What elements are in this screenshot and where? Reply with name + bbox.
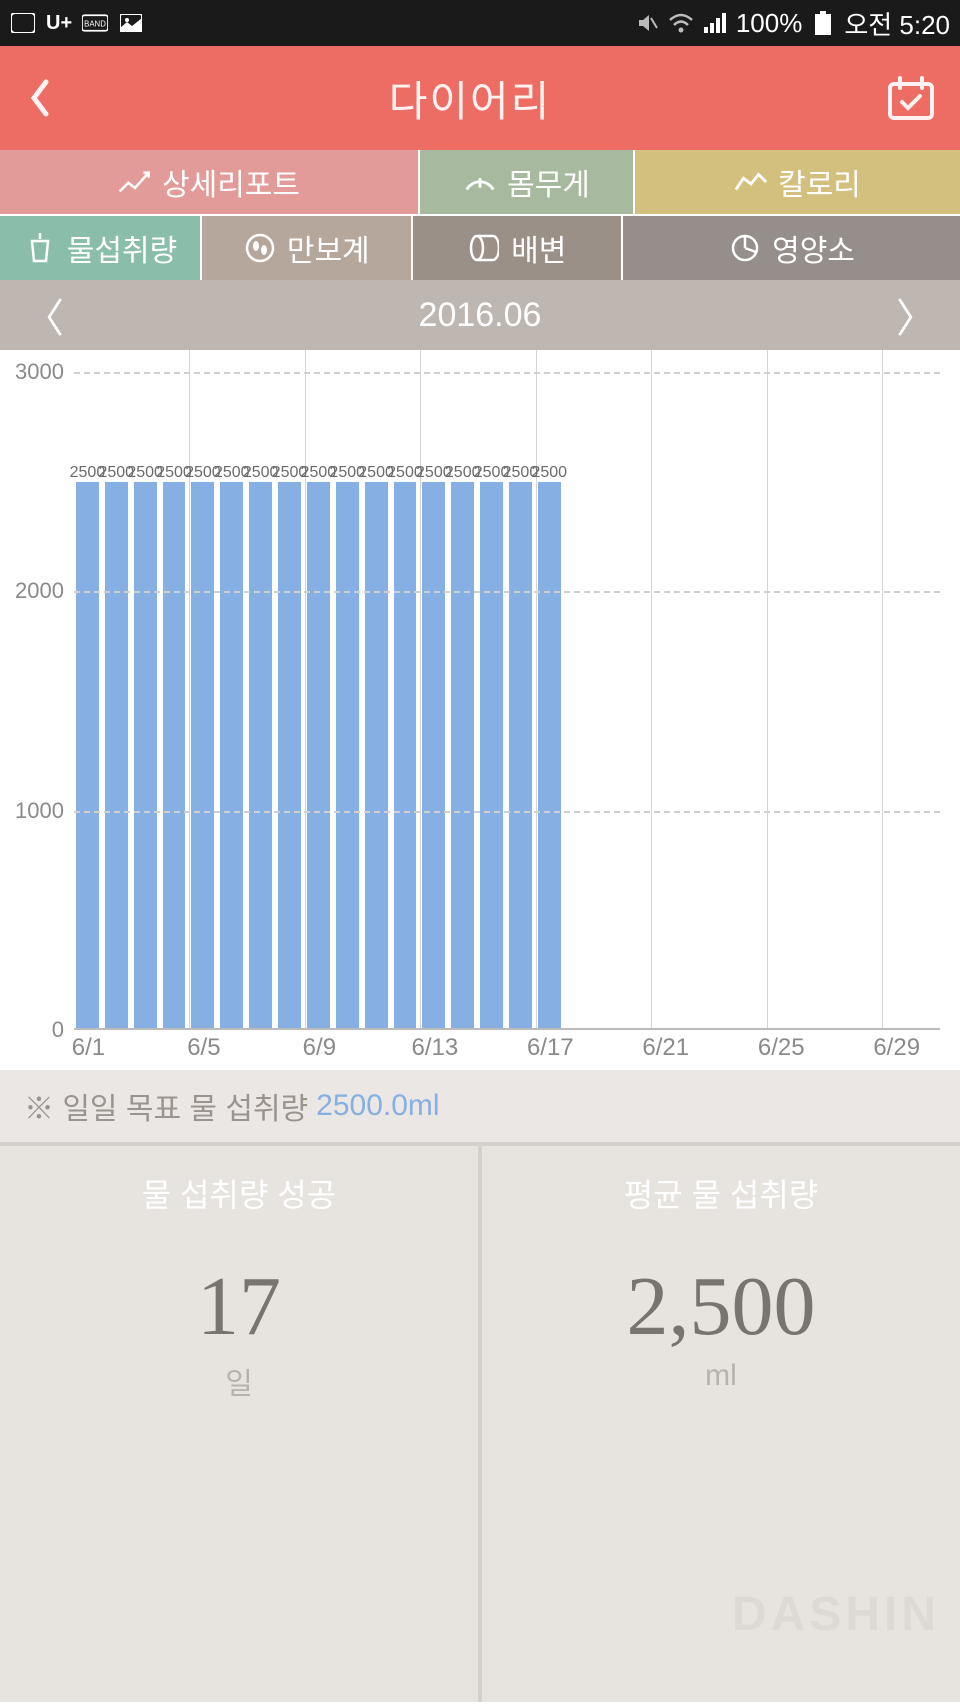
water-chart: 0 1000 2000 3000 25002500250025002500250025… (0, 350, 960, 1070)
tab-pedometer[interactable]: 만보계 (202, 216, 411, 280)
tab-label: 상세리포트 (162, 160, 300, 204)
goal-value: 2500.0ml (316, 1089, 439, 1123)
footsteps-icon (243, 231, 277, 265)
card-value: 2,500 (627, 1258, 816, 1355)
scale-icon (463, 165, 497, 199)
tab-label: 영양소 (772, 226, 855, 270)
y-tick: 2000 (15, 578, 64, 604)
y-tick: 3000 (15, 359, 64, 385)
picture-icon (118, 13, 144, 33)
summary-panel: 물 섭취량 성공 17 일 평균 물 섭취량 2,500 ml DASHIN (0, 1142, 960, 1702)
carrier-icon (10, 13, 36, 33)
tabs-row-1: 상세리포트 몸무게 칼로리 (0, 150, 960, 214)
tab-label: 만보계 (287, 226, 370, 270)
grid-line (74, 591, 940, 593)
card-unit: ml (705, 1359, 737, 1393)
prev-month-button[interactable]: 〈 (24, 286, 64, 344)
chart-plot: 2500250025002500250025002500250025002500… (74, 350, 940, 1030)
tab-calorie[interactable]: 칼로리 (635, 150, 960, 214)
tab-nutrient[interactable]: 영양소 (623, 216, 960, 280)
svg-text:BAND: BAND (84, 19, 106, 28)
v-grid (189, 350, 190, 1030)
x-axis (74, 1028, 940, 1030)
app-header: 다이어리 (0, 46, 960, 150)
x-tick: 6/1 (72, 1034, 105, 1062)
status-bar: U+ BAND 100% 오전 5:20 (0, 0, 960, 46)
month-navigator: 〈 2016.06 〉 (0, 280, 960, 350)
battery-text: 100% (736, 8, 803, 39)
average-card: 평균 물 섭취량 2,500 ml DASHIN (482, 1146, 960, 1702)
status-left: U+ BAND (10, 12, 144, 35)
band-icon: BAND (82, 13, 108, 33)
goal-label: ※ 일일 목표 물 섭취량 (24, 1084, 308, 1128)
y-tick: 1000 (15, 798, 64, 824)
x-tick: 6/17 (527, 1034, 574, 1062)
tab-weight[interactable]: 몸무게 (420, 150, 633, 214)
chart-icon (734, 165, 768, 199)
y-tick: 0 (52, 1017, 64, 1043)
watermark: DASHIN (732, 1587, 940, 1642)
x-tick: 6/21 (642, 1034, 689, 1062)
status-right: 100% 오전 5:20 (634, 5, 950, 42)
signal-icon (702, 13, 728, 33)
x-tick: 6/29 (873, 1034, 920, 1062)
page-title: 다이어리 (389, 68, 552, 129)
v-grid (651, 350, 652, 1030)
v-grid (536, 350, 537, 1030)
tab-label: 배변 (511, 226, 566, 270)
mute-icon (634, 13, 660, 33)
x-tick: 6/9 (303, 1034, 336, 1062)
next-month-button[interactable]: 〉 (896, 286, 936, 344)
toilet-paper-icon (467, 231, 501, 265)
battery-icon (810, 13, 836, 33)
card-title: 물 섭취량 성공 (142, 1170, 336, 1216)
tab-water[interactable]: 물섭취량 (0, 216, 200, 280)
calendar-button[interactable] (886, 73, 936, 123)
tab-bowel[interactable]: 배변 (413, 216, 622, 280)
tab-label: 물섭취량 (67, 226, 177, 270)
bar-value-label: 2500 (531, 464, 567, 482)
tab-label: 몸무게 (507, 160, 590, 204)
report-icon (118, 165, 152, 199)
card-unit: 일 (225, 1359, 253, 1403)
x-tick: 6/5 (187, 1034, 220, 1062)
card-title: 평균 물 섭취량 (624, 1170, 818, 1216)
v-grid (305, 350, 306, 1030)
v-grid (420, 350, 421, 1030)
grid-line (74, 372, 940, 374)
grid-line (74, 811, 940, 813)
tab-detail-report[interactable]: 상세리포트 (0, 150, 418, 214)
v-grid (882, 350, 883, 1030)
pie-icon (728, 231, 762, 265)
carrier-label: U+ (46, 12, 72, 35)
y-axis: 0100020003000 (0, 350, 74, 1030)
back-button[interactable] (24, 76, 54, 120)
x-tick: 6/25 (758, 1034, 805, 1062)
month-label: 2016.06 (419, 296, 542, 335)
success-card: 물 섭취량 성공 17 일 (0, 1146, 478, 1702)
v-grid (767, 350, 768, 1030)
clock-text: 오전 5:20 (844, 5, 950, 42)
wifi-icon (668, 13, 694, 33)
cup-icon (23, 231, 57, 265)
tabs-row-2: 물섭취량 만보계 배변 영양소 (0, 216, 960, 280)
card-value: 17 (197, 1258, 281, 1355)
tab-label: 칼로리 (778, 160, 861, 204)
goal-row: ※ 일일 목표 물 섭취량 2500.0ml (0, 1070, 960, 1142)
x-tick: 6/13 (411, 1034, 458, 1062)
